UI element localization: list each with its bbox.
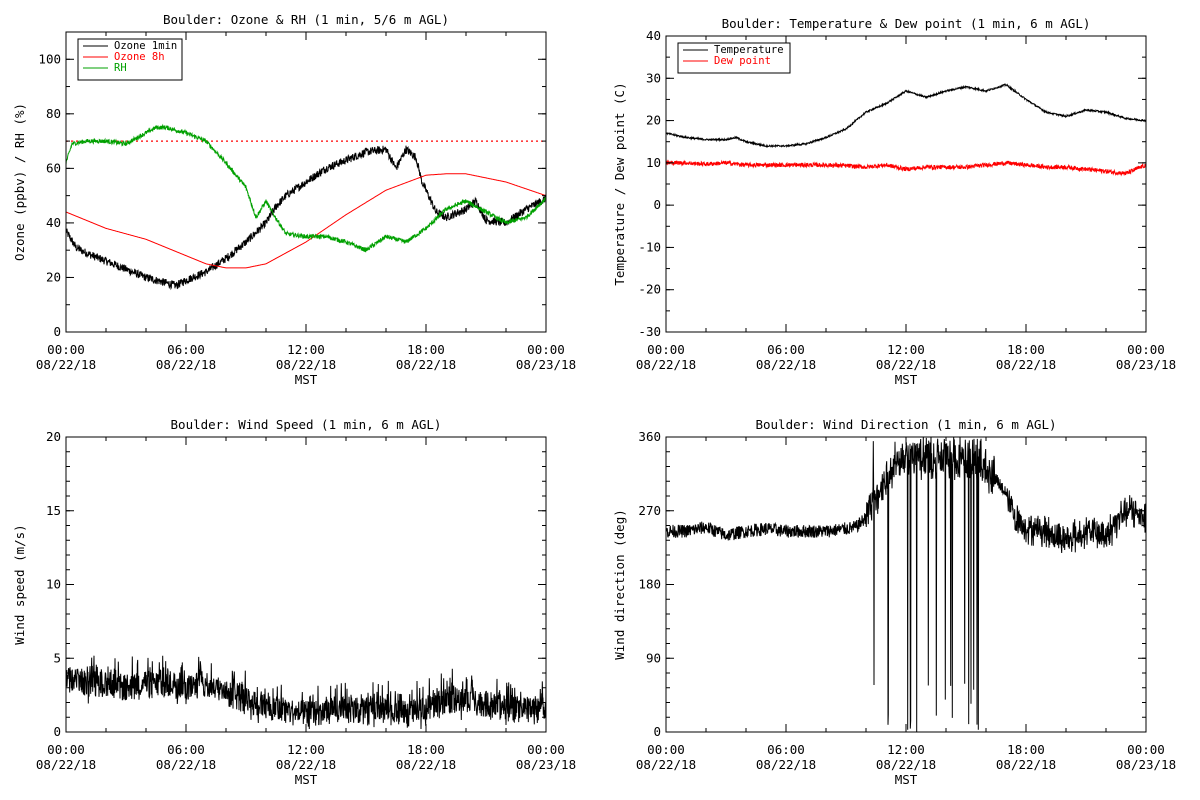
legend-entry: Dew point <box>714 55 771 67</box>
y-tick-label: 20 <box>646 113 661 128</box>
legend-entry: Ozone 8h <box>114 51 165 63</box>
y-tick-label: 90 <box>646 650 661 665</box>
legend-entry: Temperature <box>714 44 784 56</box>
y-tick-label: 40 <box>46 215 61 230</box>
x-tick-label-date: 08/22/18 <box>996 357 1056 372</box>
y-tick-label: 60 <box>46 160 61 175</box>
x-tick-label-time: 06:00 <box>767 342 805 357</box>
y-tick-label: 100 <box>38 51 61 66</box>
y-tick-label: 20 <box>46 429 61 444</box>
x-tick-label-time: 00:00 <box>47 742 85 757</box>
x-tick-label-time: 12:00 <box>887 342 925 357</box>
y-axis-label: Temperature / Dew point (C) <box>612 82 627 285</box>
chart-title: Boulder: Ozone & RH (1 min, 5/6 m AGL) <box>163 12 449 27</box>
x-axis-label: MST <box>295 772 318 787</box>
x-tick-label-date: 08/22/18 <box>756 757 816 772</box>
x-tick-label-time: 00:00 <box>1127 342 1165 357</box>
legend-entry: RH <box>114 62 127 74</box>
x-tick-label-date: 08/22/18 <box>636 357 696 372</box>
x-tick-label-date: 08/22/18 <box>636 757 696 772</box>
y-tick-label: 0 <box>53 724 61 739</box>
series-line-temp-1 <box>666 159 1146 177</box>
series-line-temp-0 <box>666 83 1146 149</box>
x-tick-label-date: 08/22/18 <box>996 757 1056 772</box>
x-tick-label-time: 00:00 <box>527 742 565 757</box>
legend-entry: Ozone 1min <box>114 40 177 52</box>
plot-frame <box>665 436 1147 733</box>
y-tick-label: 40 <box>646 28 661 43</box>
x-tick-label-date: 08/22/18 <box>276 357 336 372</box>
x-tick-label-time: 06:00 <box>767 742 805 757</box>
plot-frame <box>665 35 1147 333</box>
x-tick-label-date: 08/22/18 <box>276 757 336 772</box>
chart-panel-ozone: Boulder: Ozone & RH (1 min, 5/6 m AGL) Oz… <box>12 12 576 387</box>
x-tick-label-time: 00:00 <box>647 342 685 357</box>
x-tick-label-time: 06:00 <box>167 742 205 757</box>
x-tick-label-date: 08/22/18 <box>396 757 456 772</box>
y-tick-label: 30 <box>646 70 661 85</box>
y-tick-label: 270 <box>638 503 661 518</box>
x-tick-label-date: 08/23/18 <box>516 357 576 372</box>
x-tick-label-time: 12:00 <box>287 742 325 757</box>
x-tick-label-date: 08/22/18 <box>36 757 96 772</box>
x-tick-label-time: 18:00 <box>407 742 445 757</box>
series-line-ozone-1 <box>66 173 546 269</box>
y-tick-label: 15 <box>46 503 61 518</box>
y-axis-label: Wind speed (m/s) <box>12 524 27 644</box>
y-tick-label: 10 <box>46 577 61 592</box>
x-tick-label-date: 08/22/18 <box>156 357 216 372</box>
series-line-wdir-0 <box>666 437 1146 732</box>
x-tick-label-date: 08/22/18 <box>156 757 216 772</box>
x-tick-label-date: 08/22/18 <box>876 357 936 372</box>
x-axis-label: MST <box>895 772 918 787</box>
legend-box <box>677 42 791 74</box>
x-tick-label-time: 00:00 <box>47 342 85 357</box>
chart-panel-wdir: Boulder: Wind Direction (1 min, 6 m AGL)… <box>612 417 1176 787</box>
x-tick-label-date: 08/23/18 <box>1116 757 1176 772</box>
y-tick-label: -20 <box>638 282 661 297</box>
x-tick-label-time: 06:00 <box>167 342 205 357</box>
x-tick-label-time: 18:00 <box>1007 342 1045 357</box>
x-tick-label-date: 08/22/18 <box>756 357 816 372</box>
x-tick-label-date: 08/22/18 <box>876 757 936 772</box>
x-tick-label-time: 12:00 <box>287 342 325 357</box>
chart-title: Boulder: Wind Speed (1 min, 6 m AGL) <box>171 417 442 432</box>
x-tick-label-time: 00:00 <box>647 742 685 757</box>
x-tick-label-date: 08/23/18 <box>1116 357 1176 372</box>
y-tick-label: 360 <box>638 429 661 444</box>
y-axis-label: Ozone (ppbv) / RH (%) <box>12 103 27 261</box>
x-tick-label-time: 18:00 <box>407 342 445 357</box>
chart-panel-temp: Boulder: Temperature & Dew point (1 min,… <box>612 16 1176 387</box>
x-tick-label-time: 12:00 <box>887 742 925 757</box>
series-line-wspd-0 <box>66 655 546 730</box>
x-tick-label-date: 08/22/18 <box>36 357 96 372</box>
series-line-ozone-2 <box>66 123 546 253</box>
y-tick-label: 0 <box>53 324 61 339</box>
x-tick-label-date: 08/23/18 <box>516 757 576 772</box>
y-tick-label: 20 <box>46 269 61 284</box>
y-axis-label: Wind direction (deg) <box>612 509 627 660</box>
chart-title: Boulder: Wind Direction (1 min, 6 m AGL) <box>755 417 1056 432</box>
x-tick-label-time: 00:00 <box>1127 742 1165 757</box>
y-tick-label: 0 <box>653 724 661 739</box>
x-tick-label-time: 18:00 <box>1007 742 1045 757</box>
y-tick-label: 0 <box>653 197 661 212</box>
x-axis-label: MST <box>895 372 918 387</box>
x-tick-label-date: 08/22/18 <box>396 357 456 372</box>
y-tick-label: -10 <box>638 239 661 254</box>
y-tick-label: 180 <box>638 577 661 592</box>
x-axis-label: MST <box>295 372 318 387</box>
chart-title: Boulder: Temperature & Dew point (1 min,… <box>722 16 1091 31</box>
y-tick-label: 5 <box>53 650 61 665</box>
x-tick-label-time: 00:00 <box>527 342 565 357</box>
y-tick-label: 10 <box>646 155 661 170</box>
y-tick-label: -30 <box>638 324 661 339</box>
series-line-ozone-0 <box>66 145 546 291</box>
chart-panel-wspd: Boulder: Wind Speed (1 min, 6 m AGL) Wind… <box>12 417 576 787</box>
y-tick-label: 80 <box>46 106 61 121</box>
